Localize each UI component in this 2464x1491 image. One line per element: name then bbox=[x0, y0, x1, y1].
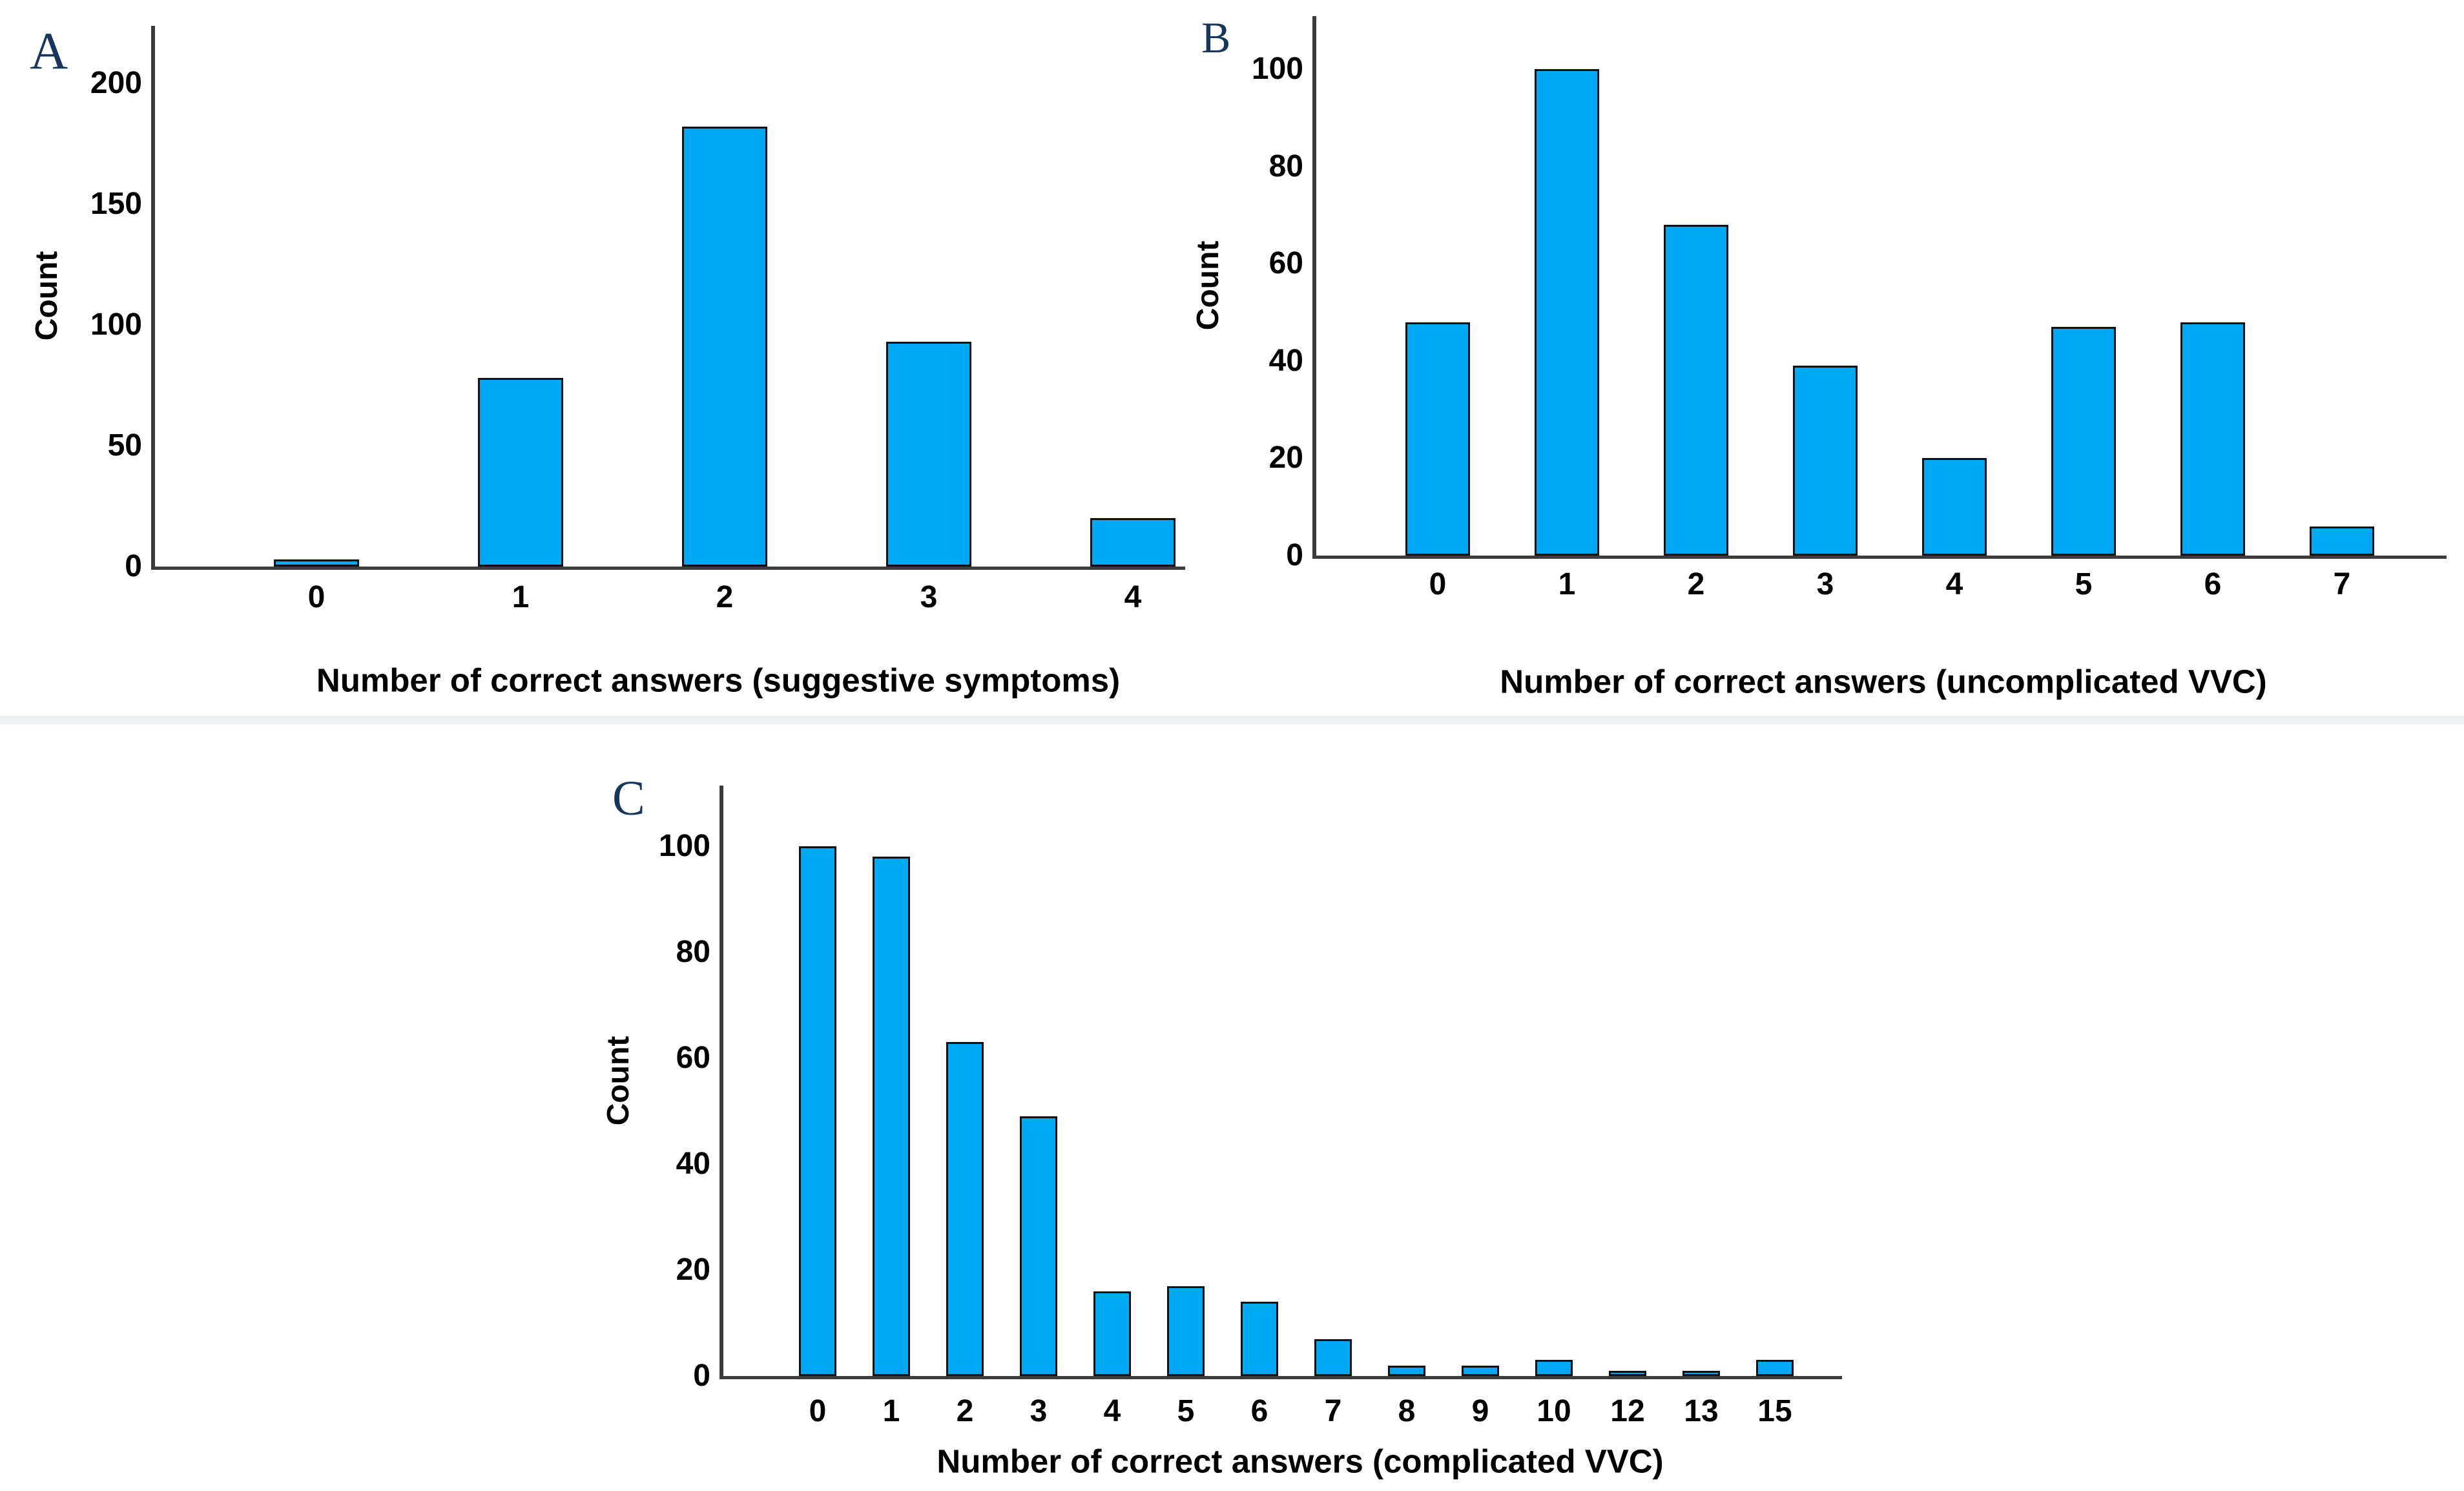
y-tick-label: 60 bbox=[676, 1041, 710, 1075]
x-tick-label: 3 bbox=[1030, 1394, 1048, 1428]
y-tick-label: 150 bbox=[90, 187, 142, 221]
y-tick-label: 200 bbox=[90, 66, 142, 100]
x-tick-label: 1 bbox=[512, 580, 530, 614]
x-tick-label: 0 bbox=[307, 580, 326, 614]
y-tick-label: 60 bbox=[1268, 246, 1303, 281]
bar-12 bbox=[1609, 1371, 1646, 1376]
bar-4 bbox=[1922, 458, 1987, 556]
x-tick-label: 1 bbox=[1558, 567, 1576, 601]
x-tick-label: 1 bbox=[882, 1394, 900, 1428]
y-tick-label: 100 bbox=[658, 829, 710, 863]
bar-5 bbox=[2051, 327, 2116, 556]
x-axis-line bbox=[1312, 556, 2447, 559]
x-axis-line bbox=[720, 1376, 1842, 1379]
bar-0 bbox=[1405, 322, 1470, 556]
bar-10 bbox=[1535, 1360, 1573, 1376]
y-tick-label: 20 bbox=[1268, 441, 1303, 475]
x-axis-line bbox=[151, 567, 1185, 570]
y-tick-label: 40 bbox=[676, 1147, 710, 1181]
x-tick-label: 4 bbox=[1124, 580, 1142, 614]
bar-3 bbox=[1793, 366, 1858, 556]
x-tick-label: 3 bbox=[920, 580, 938, 614]
x-tick-label: 10 bbox=[1537, 1394, 1571, 1428]
y-axis-line bbox=[720, 786, 723, 1379]
bar-7 bbox=[2310, 527, 2374, 556]
y-tick-label: 100 bbox=[1251, 52, 1303, 86]
bar-4 bbox=[1093, 1291, 1131, 1376]
y-tick-label: 40 bbox=[1268, 343, 1303, 378]
y-tick-label: 0 bbox=[1286, 538, 1303, 572]
y-tick-label: 100 bbox=[90, 308, 142, 342]
bar-1 bbox=[873, 857, 910, 1376]
x-axis-title: Number of correct answers (uncomplicated… bbox=[1500, 663, 2267, 700]
x-tick-label: 8 bbox=[1398, 1394, 1416, 1428]
bar-2 bbox=[682, 127, 767, 567]
scan-artifact-line bbox=[0, 716, 2464, 724]
y-axis-line bbox=[151, 26, 155, 570]
x-tick-label: 7 bbox=[1324, 1394, 1342, 1428]
x-axis-title: Number of correct answers (complicated V… bbox=[937, 1443, 1664, 1480]
bar-3 bbox=[1020, 1116, 1057, 1376]
bar-6 bbox=[2180, 322, 2245, 556]
bar-3 bbox=[886, 342, 971, 567]
bar-13 bbox=[1682, 1371, 1720, 1376]
x-tick-label: 6 bbox=[2204, 567, 2222, 601]
x-tick-label: 3 bbox=[1816, 567, 1834, 601]
bar-6 bbox=[1241, 1302, 1278, 1376]
panel-letter-c: C bbox=[612, 771, 645, 826]
x-tick-label: 5 bbox=[1177, 1394, 1195, 1428]
x-tick-label: 2 bbox=[956, 1394, 974, 1428]
y-tick-label: 50 bbox=[107, 428, 142, 463]
x-tick-label: 6 bbox=[1250, 1394, 1268, 1428]
x-tick-label: 4 bbox=[1945, 567, 1963, 601]
x-tick-label: 9 bbox=[1471, 1394, 1489, 1428]
bar-8 bbox=[1388, 1366, 1425, 1376]
x-tick-label: 2 bbox=[1687, 567, 1705, 601]
x-tick-label: 15 bbox=[1757, 1394, 1792, 1428]
bar-15 bbox=[1756, 1360, 1794, 1376]
x-tick-label: 4 bbox=[1103, 1394, 1121, 1428]
x-tick-label: 13 bbox=[1684, 1394, 1719, 1428]
x-tick-label: 7 bbox=[2333, 567, 2351, 601]
x-tick-label: 5 bbox=[2075, 567, 2093, 601]
bar-2 bbox=[946, 1042, 984, 1376]
y-axis-line bbox=[1312, 16, 1316, 559]
x-tick-label: 12 bbox=[1610, 1394, 1645, 1428]
bar-1 bbox=[1535, 69, 1599, 556]
bar-2 bbox=[1664, 225, 1728, 556]
bar-9 bbox=[1462, 1366, 1499, 1376]
y-tick-label: 20 bbox=[676, 1253, 710, 1287]
y-tick-label: 80 bbox=[676, 935, 710, 969]
y-tick-label: 0 bbox=[125, 549, 142, 583]
bar-5 bbox=[1167, 1286, 1205, 1376]
x-tick-label: 2 bbox=[716, 580, 734, 614]
bar-4 bbox=[1090, 518, 1175, 567]
x-tick-label: 0 bbox=[1429, 567, 1447, 601]
bar-0 bbox=[799, 846, 836, 1376]
bar-7 bbox=[1314, 1339, 1352, 1376]
panel-letter-a: A bbox=[30, 21, 68, 80]
bar-0 bbox=[274, 559, 359, 567]
y-tick-label: 80 bbox=[1268, 149, 1303, 183]
x-tick-label: 0 bbox=[809, 1394, 827, 1428]
y-tick-label: 0 bbox=[693, 1359, 710, 1393]
x-axis-title: Number of correct answers (suggestive sy… bbox=[316, 662, 1121, 699]
bar-1 bbox=[478, 378, 563, 567]
panel-letter-b: B bbox=[1201, 13, 1231, 62]
